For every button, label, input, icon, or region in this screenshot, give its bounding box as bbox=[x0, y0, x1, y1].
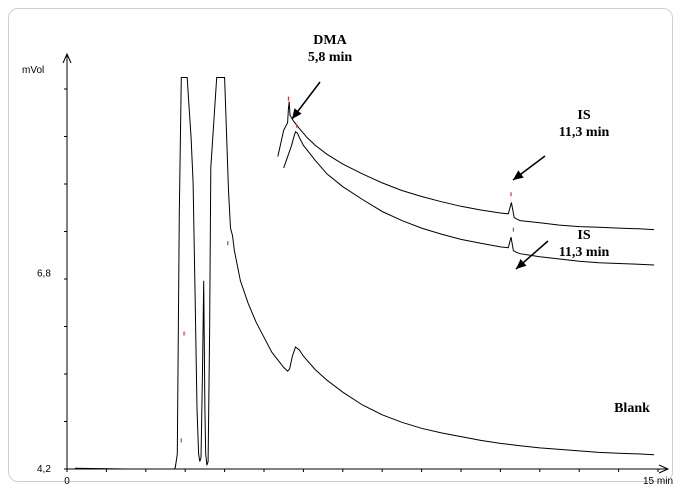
series-group bbox=[74, 77, 655, 470]
axes: 0 15 min 4,2 6,8 bbox=[37, 52, 673, 487]
series-line-2 bbox=[283, 130, 655, 266]
annotation-arrowhead bbox=[516, 259, 527, 269]
series-line-1 bbox=[74, 77, 655, 470]
annotation-arrowhead bbox=[513, 170, 524, 180]
annotation-label: DMA bbox=[313, 33, 347, 48]
y-tick-label: 4,2 bbox=[37, 464, 51, 475]
annotation-label: Blank bbox=[614, 401, 650, 416]
annotation-time: 11,3 min bbox=[559, 125, 610, 140]
peak-markers bbox=[180, 96, 515, 443]
annotation-time: 11,3 min bbox=[559, 245, 610, 260]
frame-border bbox=[8, 8, 673, 482]
y-tick-label: 6,8 bbox=[37, 268, 51, 279]
x-axis-arrow bbox=[658, 464, 670, 474]
series-line-3 bbox=[277, 101, 655, 231]
annotations: DMA 5,8 min IS 11,3 min IS 11,3 min Blank bbox=[291, 33, 650, 416]
annotation-arrowhead bbox=[292, 108, 302, 119]
y-axis-label: mVol bbox=[22, 65, 44, 76]
x-tick-label: 15 min bbox=[643, 476, 673, 487]
annotation-label: IS bbox=[577, 108, 590, 123]
annotation-label: IS bbox=[577, 228, 590, 243]
y-axis-arrow bbox=[62, 52, 72, 64]
x-tick-label: 0 bbox=[64, 476, 70, 487]
annotation-time: 5,8 min bbox=[308, 50, 353, 65]
